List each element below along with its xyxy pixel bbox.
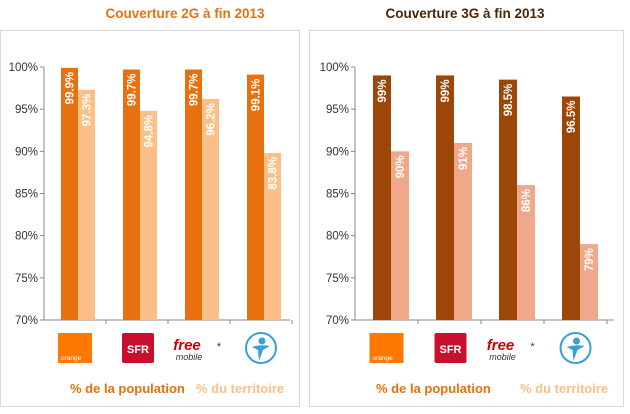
y-tick-label-3g: 80% xyxy=(326,231,349,243)
bar-value-label-2g: 97.3% xyxy=(82,94,94,127)
sfr-logo xyxy=(122,333,154,363)
bar-value-label-2g: 99.1% xyxy=(251,79,263,112)
legend-territory-3g: % du territoire xyxy=(520,381,609,396)
legend-population-2g: % de la population xyxy=(70,381,185,396)
bar-2g-territory xyxy=(202,99,219,321)
sfr-logo xyxy=(434,333,467,363)
bar-value-label-2g: 94.8% xyxy=(144,115,156,148)
y-tick-label-2g: 100% xyxy=(9,62,38,74)
y-tick-label-3g: 75% xyxy=(326,273,349,285)
y-tick-label-2g: 70% xyxy=(15,315,38,327)
bar-value-label-2g: 99.9% xyxy=(65,72,77,105)
bar-2g-population xyxy=(185,69,202,320)
bar-2g-territory xyxy=(78,89,95,321)
sfr-logo-text: SFR xyxy=(440,344,462,356)
bar-3g-population xyxy=(562,96,580,321)
bar-value-label-3g: 79% xyxy=(584,248,596,271)
bouygues-logo-figure xyxy=(566,345,585,361)
bar-2g-population xyxy=(61,67,78,321)
bar-2g-territory xyxy=(140,110,157,320)
bar-3g-territory xyxy=(517,185,535,320)
asterisk-note: * xyxy=(530,341,535,353)
free-mobile-logo-subtext: mobile xyxy=(176,352,203,362)
bar-value-label-2g: 99.7% xyxy=(127,74,139,107)
bar-value-label-3g: 90% xyxy=(395,155,407,178)
bar-3g-population xyxy=(373,75,391,320)
bar-3g-population xyxy=(436,75,454,320)
legend-population-3g: % de la population xyxy=(376,381,491,396)
asterisk-note: * xyxy=(217,341,222,353)
free-mobile-logo: free xyxy=(487,337,515,354)
bar-3g-territory xyxy=(580,244,598,320)
y-tick-label-3g: 100% xyxy=(320,62,349,74)
sfr-logo-text: SFR xyxy=(127,344,149,356)
orange-logo xyxy=(58,333,92,363)
bouygues-logo-figure xyxy=(252,345,270,361)
y-tick-label-3g: 90% xyxy=(326,146,349,158)
bouygues-logo-head xyxy=(258,337,266,345)
chart-title-2g: Couverture 2G à fin 2013 xyxy=(105,6,265,21)
free-mobile-logo-subtext: mobile xyxy=(489,352,516,362)
panel-frame-2g xyxy=(0,30,300,407)
bar-value-label-3g: 86% xyxy=(521,189,533,212)
bar-2g-territory xyxy=(264,153,281,320)
bar-value-label-2g: 99.7% xyxy=(189,74,201,107)
y-tick-label-2g: 90% xyxy=(15,146,38,158)
chart-title-3g: Couverture 3G à fin 2013 xyxy=(385,6,545,21)
bar-value-label-2g: 83.8% xyxy=(268,157,280,190)
y-tick-label-3g: 70% xyxy=(326,315,349,327)
y-tick-label-3g: 95% xyxy=(326,104,349,116)
legend-territory-2g: % du territoire xyxy=(196,381,285,396)
bar-value-label-3g: 99% xyxy=(377,79,389,102)
bar-3g-territory xyxy=(391,151,409,320)
orange-logo-text: orange xyxy=(61,355,82,362)
orange-logo-text: orange xyxy=(373,355,394,362)
bouygues-logo-head xyxy=(573,337,580,345)
y-tick-label-2g: 85% xyxy=(15,189,38,201)
bar-2g-population xyxy=(247,74,264,320)
bar-2g-population xyxy=(123,69,140,320)
free-mobile-logo: free xyxy=(173,337,201,354)
y-tick-label-2g: 80% xyxy=(15,231,38,243)
bar-value-label-2g: 96.2% xyxy=(206,103,218,136)
y-tick-label-3g: 85% xyxy=(326,189,349,201)
bar-value-label-3g: 99% xyxy=(440,79,452,102)
orange-logo xyxy=(369,333,404,363)
bar-value-label-3g: 91% xyxy=(458,147,470,170)
bar-3g-territory xyxy=(454,142,472,320)
bar-value-label-3g: 96.5% xyxy=(566,101,578,134)
bar-value-label-3g: 98.5% xyxy=(503,84,515,117)
panel-frame-3g xyxy=(309,30,624,407)
bar-3g-population xyxy=(499,79,517,321)
y-tick-label-2g: 75% xyxy=(15,273,38,285)
y-tick-label-2g: 95% xyxy=(15,104,38,116)
